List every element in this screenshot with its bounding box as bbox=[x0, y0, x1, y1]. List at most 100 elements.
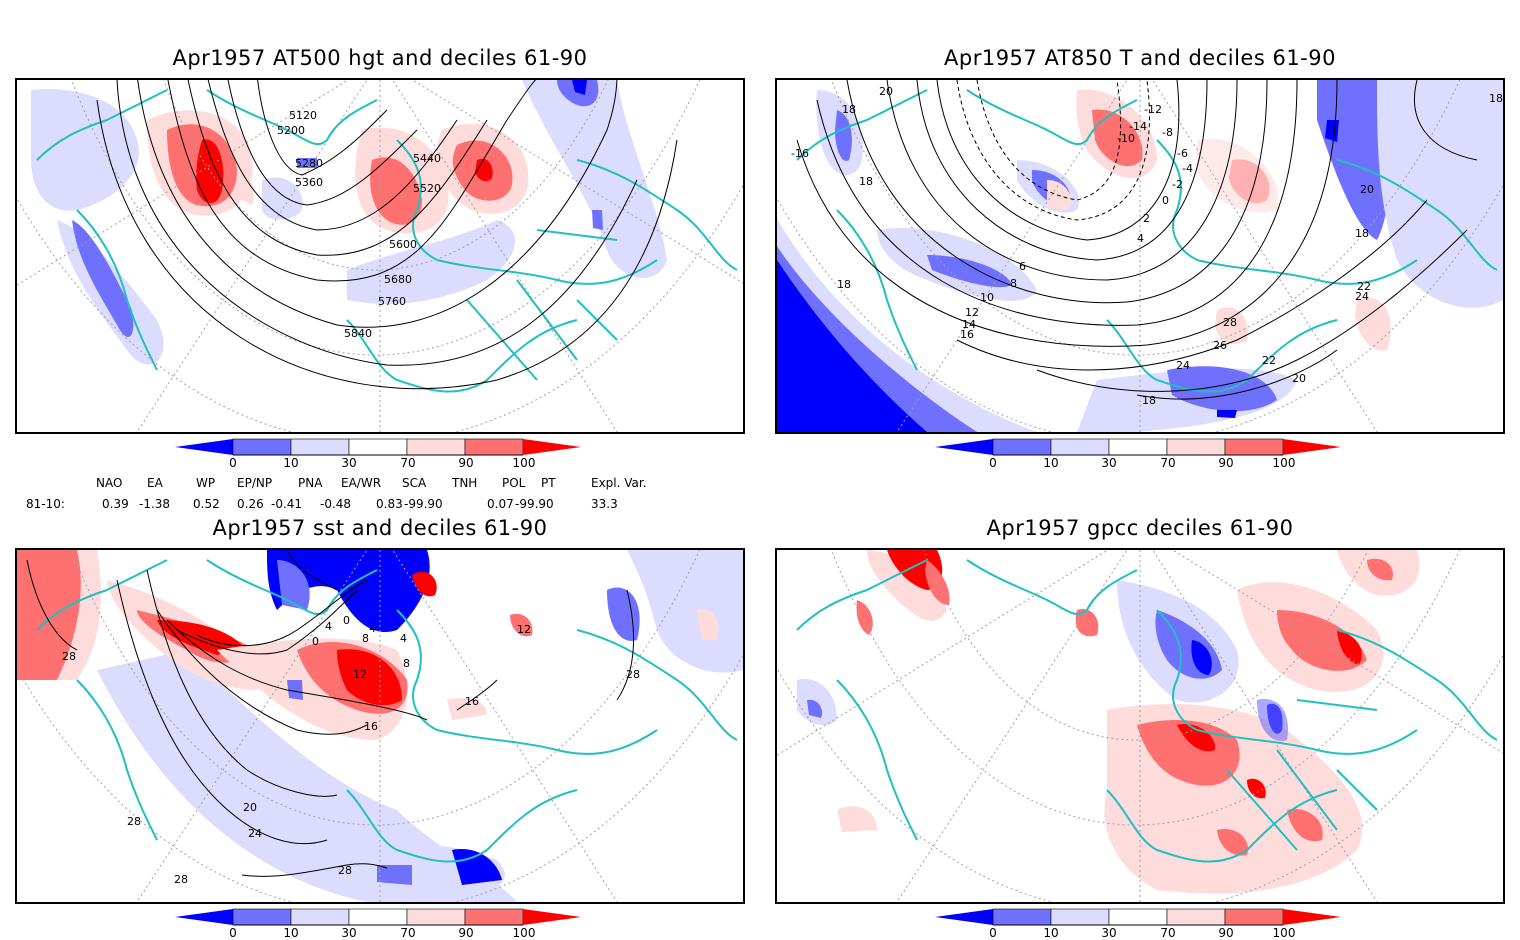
contour-label: 5680 bbox=[384, 273, 412, 286]
contour-label: 28 bbox=[174, 873, 188, 886]
colorbar-arrow-low bbox=[935, 909, 993, 925]
contour-label: 0 bbox=[343, 614, 350, 627]
lat-lon-grid bbox=[777, 550, 1503, 902]
colorbar-tick: 30 bbox=[341, 926, 357, 940]
contour-label: 2 bbox=[1143, 212, 1150, 225]
coastlines bbox=[36, 559, 738, 863]
colorbar-tick: 30 bbox=[341, 456, 357, 470]
colorbar-sst: 0 10 30 70 90 100 bbox=[175, 908, 585, 940]
colorbar-tick: 30 bbox=[1101, 456, 1117, 470]
colorbar-arrow-low bbox=[175, 439, 233, 455]
contour-label: 12 bbox=[517, 623, 531, 636]
map-gpcc-svg bbox=[777, 550, 1503, 902]
contour-label: 20 bbox=[243, 801, 257, 814]
contour-label: 18 bbox=[859, 175, 873, 188]
contour-label: 5440 bbox=[413, 152, 441, 165]
contour-label: 20 bbox=[1292, 372, 1306, 385]
height-contours bbox=[96, 80, 678, 390]
colorbar-swatches bbox=[935, 438, 1341, 456]
contour-label: -4 bbox=[1182, 162, 1193, 175]
contour-label: 26 bbox=[1213, 339, 1227, 352]
contour-label: 18 bbox=[842, 103, 856, 116]
colorbar-segment bbox=[406, 438, 466, 456]
colorbar-tick: 10 bbox=[283, 926, 299, 940]
colorbar-tick: 90 bbox=[1218, 456, 1234, 470]
colorbar-segment bbox=[1224, 438, 1284, 456]
contour-label: 5120 bbox=[289, 109, 317, 122]
colorbar-tick: 30 bbox=[1101, 926, 1117, 940]
map-panel-at500: 5120 5200 5280 5360 5440 5520 5600 5680 … bbox=[15, 78, 745, 434]
coastlines bbox=[796, 89, 1498, 393]
contour-label: 5840 bbox=[344, 327, 372, 340]
index-value: 0.26 bbox=[237, 497, 264, 511]
contour-label: 22 bbox=[1357, 280, 1371, 293]
colorbar-tick: 10 bbox=[283, 456, 299, 470]
colorbar-segment bbox=[1050, 438, 1110, 456]
colorbar-arrow-high bbox=[1283, 439, 1341, 455]
decile-shading bbox=[797, 550, 1420, 894]
index-value: 0.83 bbox=[376, 497, 403, 511]
contour-label: 5200 bbox=[277, 124, 305, 137]
index-header: POL bbox=[502, 476, 526, 490]
contour-label: 4 bbox=[1137, 232, 1144, 245]
index-value: 33.3 bbox=[591, 497, 618, 511]
temperature-contours bbox=[796, 80, 1478, 400]
colorbar-swatches bbox=[175, 438, 581, 456]
colorbar-tick: 90 bbox=[1218, 926, 1234, 940]
colorbar-segment bbox=[464, 438, 524, 456]
contour-label: -8 bbox=[1162, 126, 1173, 139]
index-header: PNA bbox=[298, 476, 323, 490]
colorbar-tick: 70 bbox=[400, 456, 416, 470]
colorbar-arrow-high bbox=[523, 439, 581, 455]
contour-label: 8 bbox=[362, 632, 369, 645]
colorbar-arrow-low bbox=[175, 909, 233, 925]
contour-label: 4 bbox=[400, 632, 407, 645]
colorbar-tick: 70 bbox=[400, 926, 416, 940]
index-row-label: 81-10: bbox=[26, 497, 65, 511]
contour-label: 8 bbox=[403, 657, 410, 670]
contour-label: -12 bbox=[1144, 103, 1162, 116]
colorbar-tick: 100 bbox=[1272, 926, 1296, 940]
contour-label: 28 bbox=[62, 650, 76, 663]
map-at850-svg: 20 18 -16 -12 -14 -10 -8 -6 -4 -2 0 2 4 … bbox=[777, 80, 1503, 432]
colorbar-segment bbox=[290, 908, 350, 926]
colorbar-tick: 0 bbox=[989, 456, 997, 470]
contour-label: 0 bbox=[312, 635, 319, 648]
colorbar-tick: 70 bbox=[1160, 456, 1176, 470]
colorbar-segment bbox=[464, 908, 524, 926]
colorbar-tick: 90 bbox=[458, 926, 474, 940]
contour-label: 22 bbox=[1262, 354, 1276, 367]
index-value: 0.52 bbox=[193, 497, 220, 511]
contour-label: 5360 bbox=[295, 176, 323, 189]
index-header: NAO bbox=[96, 476, 123, 490]
colorbar-tick: 10 bbox=[1043, 926, 1059, 940]
colorbar-segment bbox=[232, 908, 292, 926]
contour-label: 5600 bbox=[389, 238, 417, 251]
colorbar-segment bbox=[348, 908, 408, 926]
contour-label: 24 bbox=[1176, 359, 1190, 372]
contour-label: 28 bbox=[127, 815, 141, 828]
lat-lon-grid bbox=[17, 550, 743, 902]
colorbar-arrow-high bbox=[523, 909, 581, 925]
colorbar-at850: 0 10 30 70 90 100 bbox=[935, 438, 1345, 470]
colorbar-segment bbox=[1224, 908, 1284, 926]
sst-contours bbox=[26, 550, 634, 877]
contour-label: 5760 bbox=[378, 295, 406, 308]
contour-labels: 5120 5200 5280 5360 5440 5520 5600 5680 … bbox=[277, 109, 441, 340]
contour-label: -14 bbox=[1129, 120, 1147, 133]
index-value: 0.07 bbox=[487, 497, 514, 511]
contour-label: 24 bbox=[248, 827, 262, 840]
index-value: -0.48 bbox=[320, 497, 352, 511]
index-value: -99.90 bbox=[515, 497, 554, 511]
index-header: Expl. Var. bbox=[591, 476, 647, 490]
colorbar-segment bbox=[1166, 438, 1226, 456]
contour-label: 28 bbox=[338, 864, 352, 877]
contour-label: 20 bbox=[879, 85, 893, 98]
colorbar-tick: 0 bbox=[229, 926, 237, 940]
panel-title-at500: Apr1957 AT500 hgt and deciles 61-90 bbox=[172, 46, 588, 70]
contour-labels: 28 0 4 0 4 8 4 12 8 12 16 16 28 20 24 28… bbox=[62, 614, 640, 886]
colorbar-segment bbox=[406, 908, 466, 926]
contour-label: 18 bbox=[1489, 92, 1503, 105]
contour-label: 18 bbox=[1142, 394, 1156, 407]
contour-label: 16 bbox=[960, 328, 974, 341]
